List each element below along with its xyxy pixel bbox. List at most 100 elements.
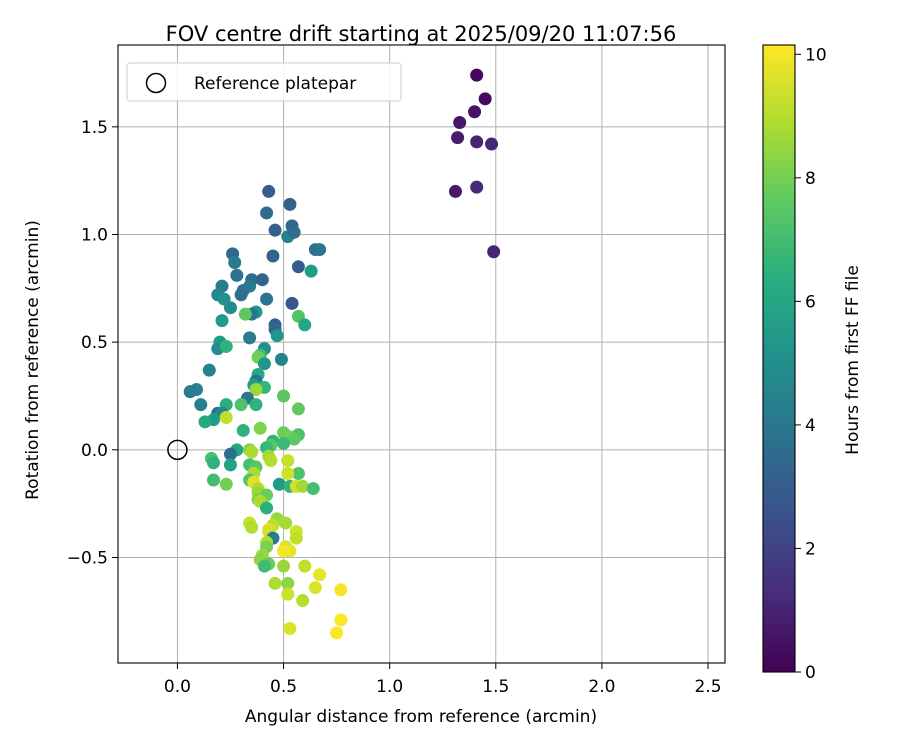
colorbar-tick-label: 0 [805, 663, 816, 683]
x-axis-label: Angular distance from reference (arcmin) [245, 707, 597, 727]
data-point [283, 622, 297, 636]
data-point [283, 197, 297, 211]
data-point [451, 131, 465, 145]
data-point [219, 477, 233, 491]
data-point [296, 594, 310, 608]
data-point [468, 105, 482, 119]
data-point [260, 292, 274, 306]
plot-area-frame [117, 44, 726, 664]
data-point [262, 184, 276, 198]
data-point [249, 398, 263, 412]
colorbar-tick-label: 4 [805, 416, 816, 436]
data-point [306, 482, 320, 496]
data-points [183, 68, 501, 640]
data-point [194, 398, 208, 412]
y-axis-label: Rotation from reference (arcmin) [23, 220, 43, 500]
data-point [296, 479, 310, 493]
reference-marker [167, 439, 188, 461]
colorbar-tick-label: 10 [805, 45, 827, 65]
x-axis-ticks: 0.0 0.5 1.0 1.5 2.0 2.5 [164, 663, 722, 697]
data-point [289, 531, 303, 545]
x-tick-label: 1.5 [482, 677, 509, 697]
data-point [223, 458, 237, 472]
x-tick-label: 2.0 [588, 677, 615, 697]
data-point [198, 415, 212, 429]
x-tick-label: 0.5 [270, 677, 297, 697]
data-point [470, 180, 484, 194]
x-tick-label: 2.5 [694, 677, 721, 697]
y-axis-ticks: −0.5 0.0 0.5 1.0 1.5 [67, 118, 118, 568]
data-point [245, 520, 259, 534]
data-point [234, 288, 248, 302]
data-point [281, 576, 295, 590]
data-point [257, 559, 271, 573]
data-point [487, 245, 501, 259]
data-point [277, 389, 291, 403]
data-point [304, 264, 318, 278]
data-point [257, 357, 271, 371]
data-point [277, 544, 291, 558]
data-point [230, 268, 244, 282]
data-point [334, 583, 348, 597]
chart-title: FOV centre drift starting at 2025/09/20 … [166, 22, 677, 46]
data-point [298, 559, 312, 573]
data-point [285, 296, 299, 310]
reference-layer [167, 439, 188, 461]
data-point [202, 363, 216, 377]
data-point [255, 273, 269, 287]
data-point [453, 116, 467, 130]
data-point [264, 454, 278, 468]
data-point [207, 473, 221, 487]
data-point [260, 206, 274, 220]
data-point [215, 314, 229, 328]
y-tick-label: 0.5 [81, 333, 108, 353]
data-point [268, 223, 282, 237]
data-point [470, 135, 484, 149]
data-point [291, 260, 305, 274]
data-point [291, 402, 305, 416]
data-point [238, 307, 252, 321]
data-point [274, 352, 288, 366]
x-tick-label: 0.0 [164, 677, 191, 697]
data-point [266, 249, 280, 263]
data-point [330, 626, 344, 640]
data-point [313, 243, 327, 257]
colorbar-gradient [762, 44, 796, 673]
data-point [236, 423, 250, 437]
y-tick-label: 0.0 [81, 441, 108, 461]
colorbar-ticks: 0 2 4 6 8 10 [795, 45, 827, 683]
data-point [260, 501, 274, 515]
data-point [223, 301, 237, 315]
colorbar-tick-label: 8 [805, 169, 816, 189]
data-point [448, 184, 462, 198]
data-point [470, 68, 484, 82]
data-point [249, 383, 263, 397]
data-point [268, 576, 282, 590]
legend-entry-label: Reference platepar [194, 74, 356, 94]
data-point [281, 587, 295, 601]
data-point [279, 516, 293, 530]
legend-marker-icon [145, 72, 167, 94]
data-point [281, 467, 295, 481]
data-point [243, 331, 257, 345]
data-point [219, 411, 233, 425]
data-point [277, 559, 291, 573]
data-point [223, 447, 237, 461]
data-point [298, 318, 312, 332]
data-point [253, 421, 267, 435]
data-point [219, 339, 233, 353]
y-tick-label: 1.5 [81, 118, 108, 138]
data-point [272, 477, 286, 491]
grid-lines [118, 45, 725, 663]
x-tick-label: 1.0 [376, 677, 403, 697]
y-tick-label: 1.0 [81, 225, 108, 245]
legend-box [126, 62, 402, 102]
data-point [207, 456, 221, 470]
data-point [183, 385, 197, 399]
colorbar-tick-label: 2 [805, 539, 816, 559]
data-point [277, 436, 291, 450]
data-point [291, 467, 305, 481]
data-point [334, 613, 348, 627]
legend: Reference platepar [126, 62, 402, 102]
